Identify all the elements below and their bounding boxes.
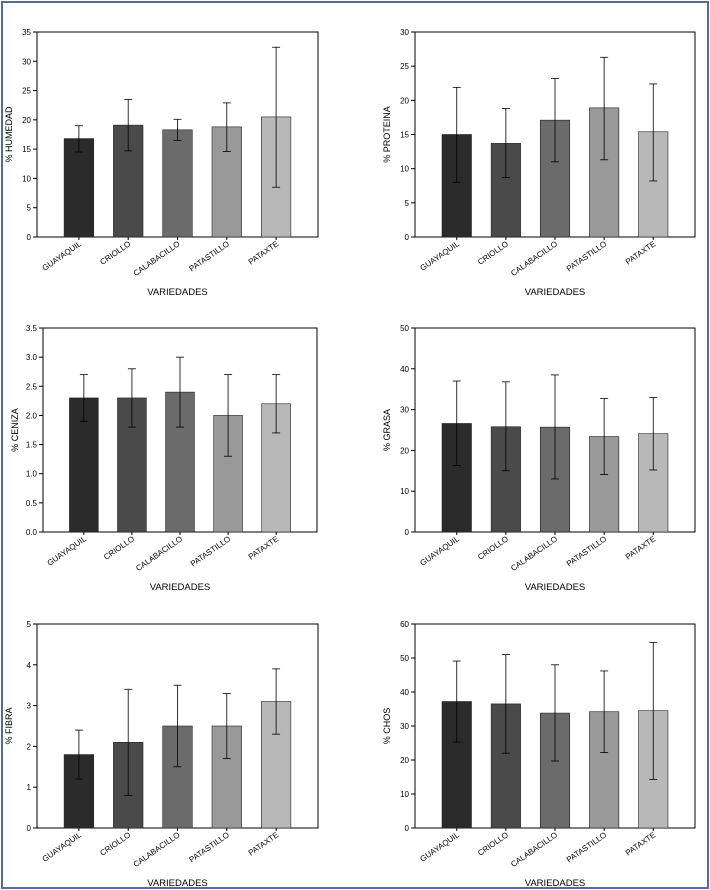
chart-humedad: % HUMEDAD VARIEDADES 0 5 10 15 20 25 30 35 GUAYA… [4,28,319,298]
x-tick-label: GUAYAQUIL [418,830,461,864]
x-tick-label: PATAXTE [247,830,281,857]
y-axis-label: % GRASA [382,409,392,451]
y-tick-label: 2.0 [26,411,38,420]
y-tick-label: 3.5 [26,324,38,333]
chart-grasa: % GRASA VARIEDADES 0 10 20 30 40 50 GUAYAQUIL C… [382,324,696,593]
y-tick-label: 3 [27,702,32,711]
x-tick-label: CALABACILLO [132,239,182,278]
x-tick-label: PATASTILLO [188,830,231,864]
x-tick-label: CRIOLLO [98,239,132,267]
x-axis-label: VARIEDADES [147,287,208,298]
y-tick-label: 5 [405,199,410,208]
x-tick-label: PATASTILLO [565,830,608,864]
bar-calabacillo [162,129,193,238]
y-axis-label: % CENIZA [10,408,20,452]
y-tick-label: 20 [400,446,409,455]
y-axis-label: % FIBRA [4,707,14,744]
x-tick-label: PATASTILLO [565,534,608,568]
x-tick-label: CALABACILLO [509,830,559,869]
y-tick-label: 0.0 [26,528,38,537]
y-tick-label: 2.5 [26,382,38,391]
y-tick-label: 20 [400,756,409,765]
x-tick-label: PATAXTE [624,534,658,561]
x-tick-label: GUAYAQUIL [418,534,461,568]
x-tick-label: GUAYAQUIL [46,534,89,568]
x-tick-label: GUAYAQUIL [41,239,84,273]
x-tick-label: PATAXTE [624,239,658,266]
x-tick-label: CRIOLLO [476,239,510,267]
x-tick-label: PATAXTE [624,830,658,857]
y-tick-label: 4 [27,661,32,670]
y-tick-label: 10 [400,165,409,174]
y-tick-label: 0 [405,528,410,537]
x-tick-label: CALABACILLO [132,830,182,869]
y-tick-label: 30 [400,28,409,37]
x-tick-label: CRIOLLO [476,830,510,858]
y-tick-label: 35 [22,28,31,37]
x-tick-label: CALABACILLO [509,534,559,573]
y-tick-label: 0 [405,824,410,833]
x-tick-label: CRIOLLO [102,534,136,562]
y-tick-label: 10 [22,174,31,183]
y-tick-label: 30 [400,722,409,731]
y-tick-label: 0 [27,824,32,833]
x-tick-label: PATASTILLO [565,239,608,273]
chart-ceniza: % CENIZA VARIEDADES 0.0 0.5 1.0 1.5 2.0 2.5 3.… [10,324,318,593]
y-axis-label: % CHOS [382,708,392,745]
y-tick-label: 15 [22,145,31,154]
bar-guayaquil [63,138,94,238]
y-tick-label: 1.5 [26,441,38,450]
chart-chos: % CHOS VARIEDADES 0 10 20 30 40 50 60 GUAYAQUIL… [382,620,696,889]
x-tick-label: CRIOLLO [98,830,132,858]
y-tick-label: 30 [22,57,31,66]
y-tick-label: 25 [400,62,409,71]
y-tick-label: 1.0 [26,470,38,479]
y-tick-label: 1 [27,783,32,792]
x-tick-label: PATAXTE [247,534,281,561]
chart-proteina: % PROTEINA VARIEDADES 0 5 10 15 20 25 30 GUAYAQ… [382,28,696,298]
x-axis-label: VARIEDADES [150,582,211,593]
chart-fibra: % FIBRA VARIEDADES 0 1 2 3 4 5 GUAYAQUIL CRIOLL… [4,620,319,889]
x-tick-label: CALABACILLO [134,534,184,573]
x-tick-label: GUAYAQUIL [418,239,461,273]
y-tick-label: 0 [27,233,32,242]
x-axis-label: VARIEDADES [525,582,586,593]
x-tick-label: PATAXTE [247,239,281,266]
y-tick-label: 20 [22,116,31,125]
y-axis-label: % PROTEINA [382,106,392,163]
x-tick-label: CRIOLLO [476,534,510,562]
y-tick-label: 50 [400,654,409,663]
y-tick-label: 2 [27,742,32,751]
x-axis-label: VARIEDADES [525,287,586,298]
y-tick-label: 60 [400,620,409,629]
y-axis-label: % HUMEDAD [4,106,14,163]
y-tick-label: 20 [400,96,409,105]
y-tick-label: 50 [400,324,409,333]
y-tick-label: 0.5 [26,499,38,508]
y-tick-label: 15 [400,131,409,140]
y-tick-label: 30 [400,406,409,415]
x-tick-label: GUAYAQUIL [41,830,84,864]
y-tick-label: 40 [400,365,409,374]
y-tick-label: 40 [400,688,409,697]
x-tick-label: PATASTILLO [189,534,232,568]
x-axis-label: VARIEDADES [147,878,208,889]
y-tick-label: 10 [400,487,409,496]
y-tick-label: 25 [22,87,31,96]
y-tick-label: 3.0 [26,353,38,362]
x-axis-label: VARIEDADES [525,878,586,889]
x-tick-label: CALABACILLO [509,239,559,278]
y-tick-label: 5 [27,620,32,629]
y-tick-label: 10 [400,790,409,799]
x-tick-label: PATASTILLO [188,239,231,273]
y-tick-label: 5 [27,204,32,213]
y-tick-label: 0 [405,233,410,242]
